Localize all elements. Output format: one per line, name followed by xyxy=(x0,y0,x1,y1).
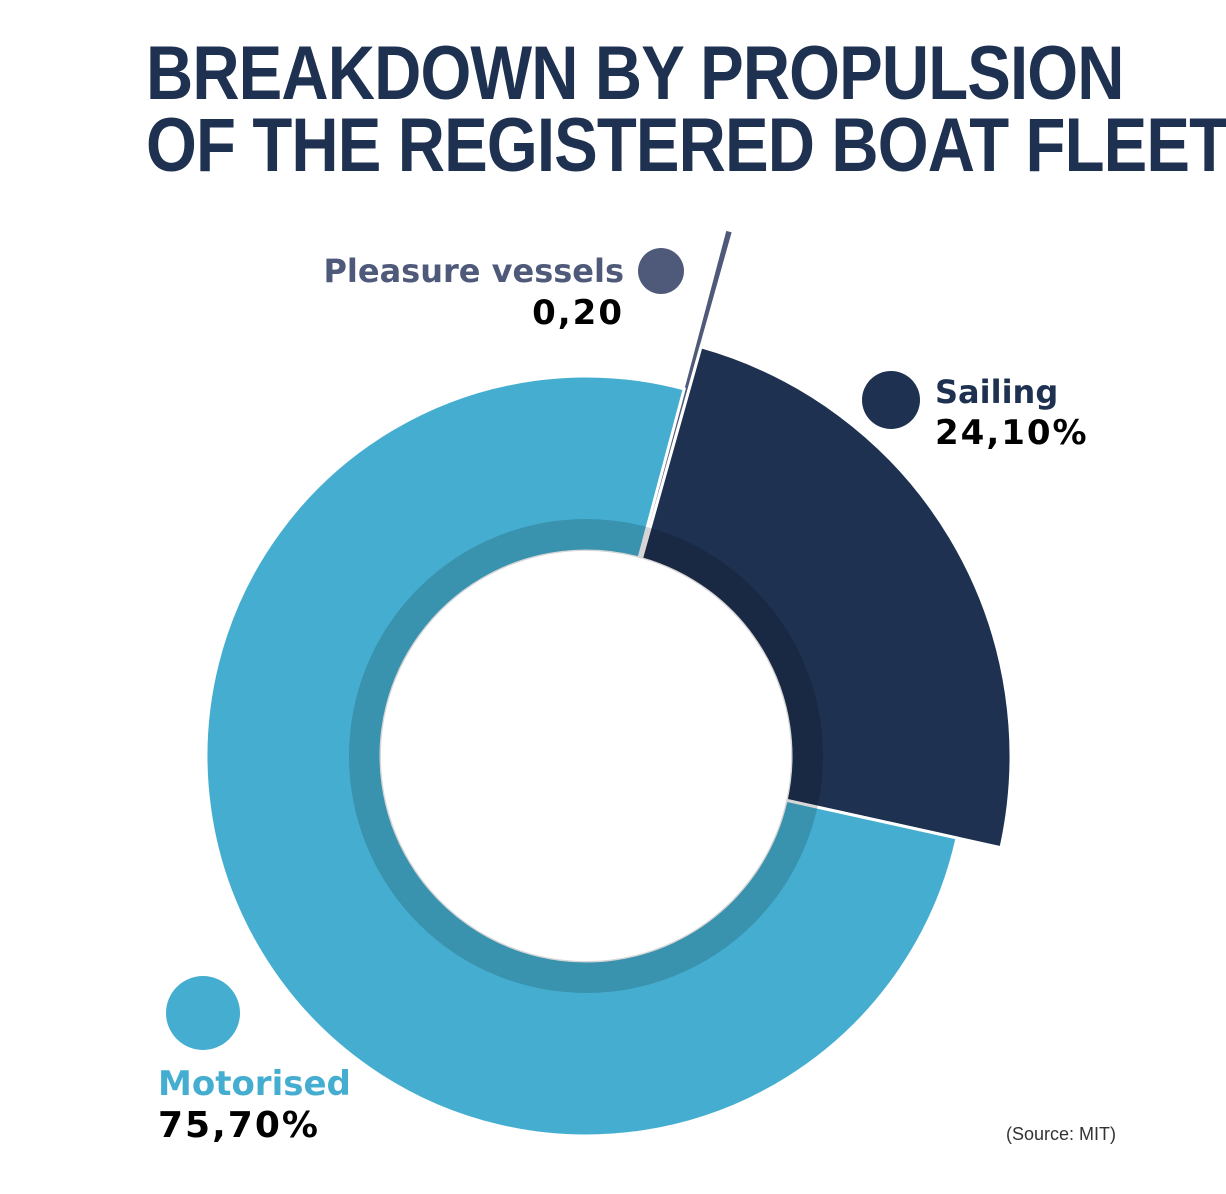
legend-label-pleasure-vessels: Pleasure vessels xyxy=(323,252,624,290)
legend-value-pleasure-vessels: 0,20 xyxy=(532,293,624,333)
inner-shadow-ring xyxy=(349,519,823,993)
legend-dot-motorised xyxy=(166,976,240,1050)
legend-dot-pleasure-vessels xyxy=(638,248,684,294)
legend-value-motorised: 75,70% xyxy=(158,1105,320,1146)
legend-dot-sailing xyxy=(862,371,920,429)
source-note: (Source: MIT) xyxy=(1006,1124,1117,1144)
legend-label-motorised: Motorised xyxy=(158,1064,351,1104)
legend-value-sailing: 24,10% xyxy=(935,413,1089,453)
chart-title-line-1: BREAKDOWN BY PROPULSION xyxy=(146,31,1124,116)
legend-label-sailing: Sailing xyxy=(935,373,1059,411)
donut-hole xyxy=(381,551,791,961)
